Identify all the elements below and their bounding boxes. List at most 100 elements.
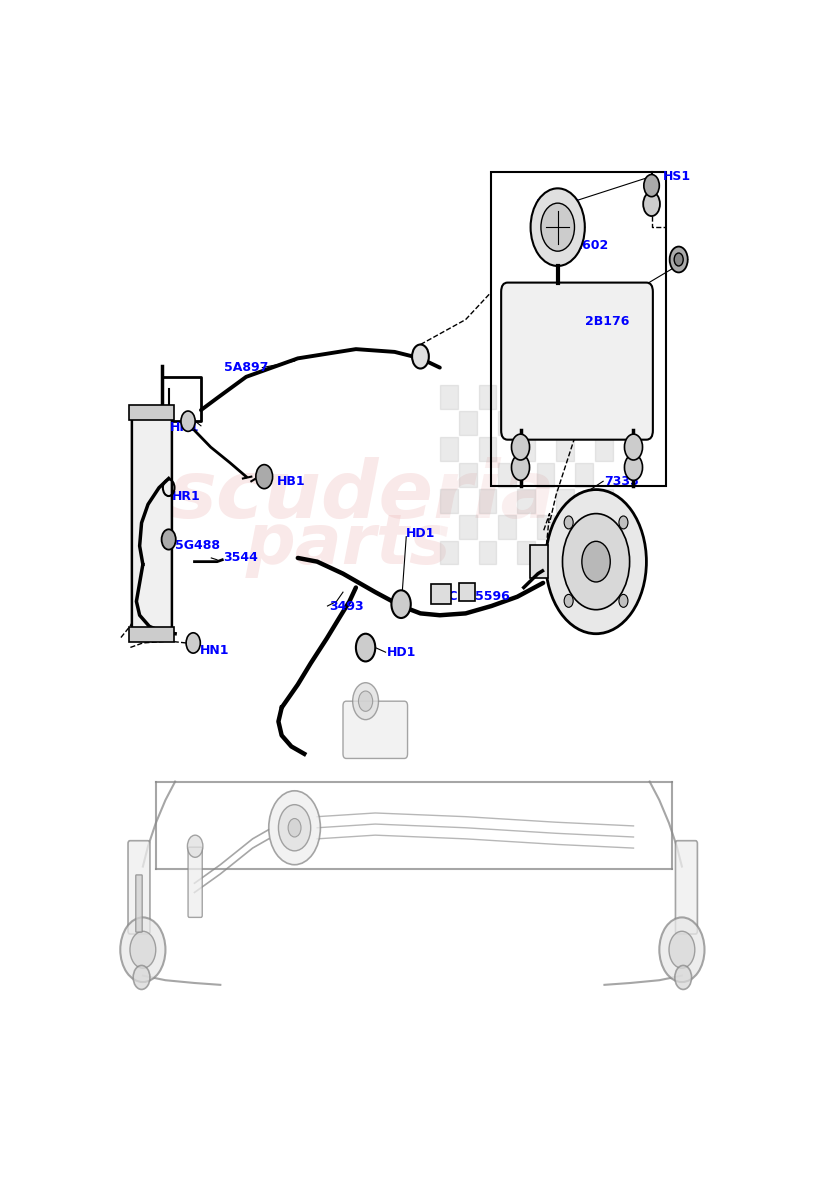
FancyBboxPatch shape [136,875,142,932]
Bar [517,515,535,539]
Bar [459,385,477,409]
Bar [440,437,457,461]
Text: HN1: HN1 [200,644,229,656]
Circle shape [562,514,630,610]
Circle shape [358,691,372,712]
Circle shape [670,246,688,272]
Bar [536,437,555,461]
Bar [479,385,496,409]
Circle shape [120,917,166,982]
Bar [498,412,516,436]
Circle shape [269,791,321,865]
Bar [556,437,574,461]
Circle shape [531,188,585,266]
Text: 7335: 7335 [605,475,639,487]
FancyBboxPatch shape [676,841,697,934]
Bar [498,541,516,564]
Bar [536,412,555,436]
Bar [479,515,496,539]
Bar [459,437,477,461]
Bar [576,463,593,487]
Bar [440,463,457,487]
Text: 3544: 3544 [223,552,258,564]
Bar [479,463,496,487]
Bar [576,385,593,409]
Text: HC1: HC1 [438,590,466,604]
Text: 3A697: 3A697 [536,198,580,210]
Bar [440,488,457,512]
Bar [479,412,496,436]
Circle shape [564,594,573,607]
Bar [595,515,612,539]
Bar [498,488,516,512]
Bar [431,584,451,604]
Bar [517,437,535,461]
Circle shape [511,455,530,480]
Bar [479,541,496,564]
Bar [517,412,535,436]
Bar [556,515,574,539]
Bar [576,515,593,539]
Circle shape [288,818,301,838]
Bar [440,412,457,436]
Bar [459,488,477,512]
Circle shape [352,683,378,720]
Text: 5A897: 5A897 [223,361,268,374]
Text: HD1: HD1 [387,646,416,659]
Text: HD1: HD1 [407,528,436,540]
Bar [459,463,477,487]
Bar [576,488,593,512]
FancyBboxPatch shape [501,282,653,439]
Bar [536,541,555,564]
Bar [576,541,593,564]
Bar [459,541,477,564]
Circle shape [581,541,611,582]
Text: 14A602: 14A602 [556,239,609,252]
Circle shape [644,174,660,197]
Bar [536,385,555,409]
Bar [576,412,593,436]
Bar [498,515,516,539]
Bar [595,385,612,409]
Circle shape [619,594,628,607]
Bar [556,463,574,487]
Bar [459,412,477,436]
Bar [556,541,574,564]
Circle shape [625,434,642,460]
Text: HR1: HR1 [172,491,201,504]
Circle shape [412,344,429,368]
Circle shape [181,412,195,431]
Circle shape [669,931,695,968]
Bar [440,515,457,539]
Circle shape [187,835,203,857]
Bar [595,463,612,487]
Bar [459,515,477,539]
Text: 5596: 5596 [475,590,510,604]
FancyBboxPatch shape [132,409,172,640]
Bar [576,437,593,461]
Circle shape [392,590,411,618]
Bar [517,463,535,487]
Bar [517,488,535,512]
FancyBboxPatch shape [188,847,202,917]
Bar [517,385,535,409]
Bar [479,488,496,512]
Text: HS1: HS1 [663,170,691,182]
Bar [440,541,457,564]
Circle shape [256,464,272,488]
Bar [498,437,516,461]
Text: 5G488: 5G488 [175,540,220,552]
Bar [479,437,496,461]
Circle shape [356,634,376,661]
Circle shape [278,805,311,851]
Text: 2B176: 2B176 [585,314,630,328]
Circle shape [643,192,660,216]
Bar [595,488,612,512]
Bar [517,541,535,564]
Bar [536,488,555,512]
Circle shape [564,516,573,529]
Circle shape [162,529,176,550]
Circle shape [546,490,646,634]
Bar [129,628,174,642]
Bar [556,488,574,512]
